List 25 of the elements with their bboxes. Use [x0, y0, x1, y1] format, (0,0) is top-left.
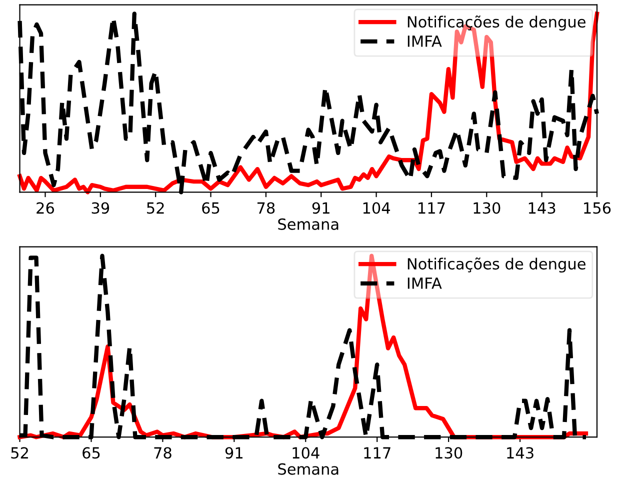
x-tick-label: 52: [147, 202, 164, 214]
x-tick-label: 39: [92, 202, 110, 214]
x-tick-label: 104: [292, 447, 320, 459]
x-tick-label: 65: [202, 202, 220, 214]
legend-label: Notificações de dengue: [408, 258, 586, 273]
x-tick-label: 130: [436, 447, 462, 459]
x-tick-label: 65: [82, 447, 100, 459]
x-tick-label: 104: [363, 202, 390, 214]
x-tick-label: 91: [312, 202, 330, 214]
x-axis-title: Semana: [278, 463, 338, 475]
x-tick-label: 143: [528, 202, 556, 214]
x-tick-label: 117: [364, 447, 390, 458]
x-tick-label: 130: [474, 202, 500, 214]
legend-label: Notificações de dengue: [408, 16, 586, 31]
x-tick-label: 52: [11, 447, 28, 459]
x-tick-label: 156: [584, 202, 611, 214]
x-tick-label: 26: [36, 202, 54, 214]
x-tick-label: 78: [257, 202, 275, 214]
legend-label: IMFA: [408, 278, 442, 289]
x-tick-label: 91: [225, 447, 242, 459]
x-tick-label: 117: [418, 202, 445, 214]
legend-label: IMFA: [408, 36, 442, 47]
x-tick-label: 143: [507, 447, 534, 459]
x-axis-title: Semana: [278, 218, 338, 230]
x-tick-label: 78: [154, 447, 172, 459]
